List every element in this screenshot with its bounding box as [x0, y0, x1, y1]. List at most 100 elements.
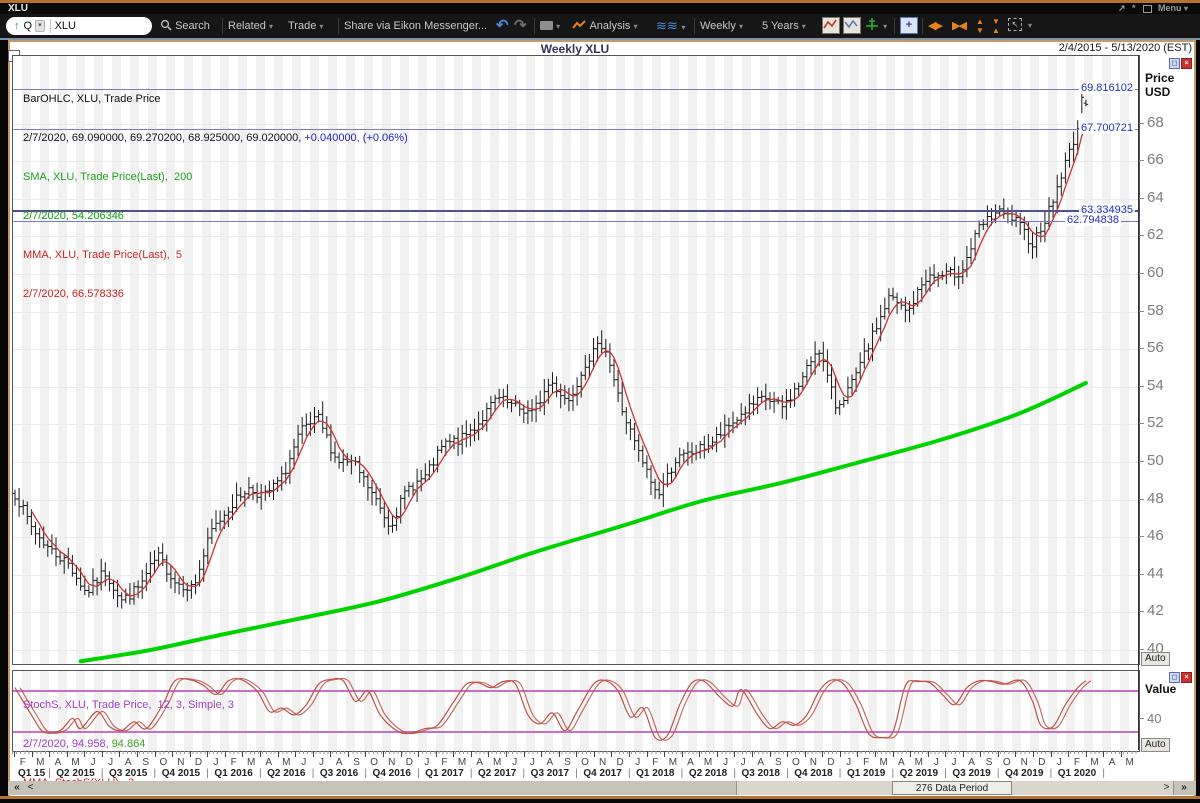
open-folder-button[interactable]: ▾	[540, 14, 560, 38]
month-label: O	[581, 757, 589, 768]
scroll-next-button[interactable]: >	[1163, 782, 1170, 793]
chart-scrollbar[interactable]: « < 276 Data Period > »	[8, 781, 1196, 795]
month-label: A	[124, 757, 132, 768]
analysis-dropdown[interactable]: Analysis ▾	[572, 14, 638, 38]
scroll-prev-button[interactable]: <	[27, 782, 34, 793]
quarter-label: Q2 2015	[56, 768, 95, 779]
compress-vertical-button[interactable]: ▼ ▲	[992, 17, 1000, 35]
price-axis-title: Price	[1145, 71, 1175, 85]
month-label: J	[108, 757, 114, 768]
chart-style-button[interactable]	[822, 17, 840, 34]
month-label: N	[1020, 757, 1028, 768]
share-eikon-messenger-button[interactable]: Share via Eikon Messenger...	[344, 20, 488, 32]
symbol-search-pill[interactable]: ↑ Q ▾	[6, 17, 152, 35]
axis-settings-dropdown[interactable]: ▾	[865, 14, 887, 38]
month-label: J	[846, 757, 852, 768]
month-label: F	[652, 757, 659, 768]
month-label: M	[71, 757, 80, 768]
stochastic-plot[interactable]	[13, 671, 1139, 751]
scroll-last-button[interactable]: »	[1181, 782, 1187, 793]
quarter-label: Q2 2017	[477, 768, 517, 779]
trade-dropdown[interactable]: Trade ▾	[288, 20, 324, 32]
month-label: S	[564, 757, 571, 768]
month-label: J	[1056, 757, 1062, 768]
price-tick: 62	[1147, 226, 1164, 244]
month-label: M	[703, 757, 713, 768]
quote-type-label[interactable]: Q	[23, 20, 33, 32]
price-tick: 42	[1147, 602, 1164, 620]
window-icon[interactable]	[1143, 5, 1152, 13]
month-label: D	[1038, 757, 1046, 768]
selection-tool-button[interactable]: ↖	[1008, 18, 1022, 31]
pin-icon[interactable]: *	[1132, 3, 1136, 13]
expand-horizontal-button[interactable]: ◀▶	[928, 20, 943, 32]
value-axis-auto-button[interactable]: Auto	[1141, 738, 1170, 752]
menu-dropdown[interactable]: Menu ▾	[1158, 3, 1189, 13]
redo-icon[interactable]: ↷	[514, 17, 527, 34]
price-axis-currency: USD	[1145, 85, 1171, 99]
month-label: A	[687, 757, 694, 768]
related-dropdown[interactable]: Related ▾	[228, 20, 273, 32]
legend-stoch-k: 2/7/2020, 94.958,	[23, 738, 112, 750]
add-window-button[interactable]: +	[900, 17, 918, 34]
undo-icon[interactable]: ↶	[496, 17, 509, 34]
close-panel-icon[interactable]: ×	[1181, 58, 1192, 69]
search-button[interactable]: Search	[160, 14, 210, 38]
sma200-line	[78, 381, 1088, 664]
month-label: N	[809, 757, 818, 768]
month-label: M	[282, 757, 291, 768]
quarter-label: Q3 2019	[952, 768, 991, 779]
title-bar: XLU ↗ * Menu ▾	[0, 3, 1200, 14]
compress-horizontal-button[interactable]: ▶◀	[952, 20, 967, 32]
quarter-label: Q4 2019	[1005, 768, 1044, 779]
value-axis[interactable]: ◻ × Value 89.524 40 Auto	[1139, 670, 1200, 755]
level-label: 63.334935	[1079, 204, 1135, 217]
month-label: A	[1108, 757, 1116, 768]
month-label: S	[985, 757, 993, 768]
month-label: J	[723, 757, 729, 768]
symbol-input[interactable]	[52, 19, 135, 33]
close-panel-icon[interactable]: ×	[1181, 672, 1192, 683]
popout-icon[interactable]: ↗	[1118, 3, 1126, 13]
chart-date-range: 2/4/2015 - 5/13/2020 (EST)	[1058, 42, 1192, 54]
month-label: M	[668, 757, 678, 768]
scroll-first-button[interactable]: «	[14, 782, 20, 793]
value-tick: 40	[1147, 711, 1162, 726]
month-label: J	[213, 757, 219, 768]
price-tick: 64	[1147, 188, 1164, 206]
expand-vertical-button[interactable]: ▲ ▼	[976, 17, 984, 35]
price-axis-auto-button[interactable]: Auto	[1141, 652, 1170, 666]
waves-icon[interactable]: ≋≋ ▾	[656, 18, 686, 33]
quarter-label: Q4 2016	[372, 768, 411, 779]
window-bottom-border	[0, 796, 1200, 799]
interval-dropdown[interactable]: Weekly ▾	[700, 20, 743, 32]
month-label: A	[546, 757, 554, 768]
chart-compare-button[interactable]	[843, 17, 861, 34]
month-label: D	[194, 757, 203, 768]
month-label: D	[405, 757, 413, 768]
restore-panel-icon[interactable]: ◻	[1169, 58, 1180, 69]
month-label: S	[142, 757, 150, 768]
month-label: N	[598, 757, 607, 768]
price-tick: 52	[1147, 414, 1164, 432]
price-panel[interactable]: 69.816102 67.700721 63.334935 62.794838 Bar…	[12, 55, 1140, 665]
toolbar-overflow-chevron[interactable]: ▾	[1028, 21, 1033, 30]
value-axis-title: Value	[1145, 682, 1177, 696]
month-label: F	[230, 757, 237, 768]
quarter-label: Q4 2017	[583, 768, 622, 779]
month-label: J	[951, 757, 957, 768]
folder-icon	[540, 21, 553, 30]
price-axis[interactable]: ◻ × Price USD 68 66 64 62 60 58 56 54 52 50 48 46 44…	[1139, 55, 1200, 667]
axis-cross-icon	[866, 18, 878, 30]
price-plot[interactable]	[12, 56, 1139, 664]
price-legend: BarOHLC, XLU, Trade Price 2/7/2020, 69.0…	[23, 67, 408, 327]
up-arrow-icon[interactable]: ↑	[14, 20, 20, 32]
stochastic-panel[interactable]: StochS, XLU, Trade Price, 12, 3, Simple,…	[12, 670, 1140, 789]
legend-stoch-d: 94.864	[111, 738, 146, 750]
month-label: J	[635, 757, 641, 768]
month-label: M	[879, 757, 888, 768]
quote-dropdown-icon[interactable]: ▾	[35, 20, 45, 32]
chart-title: Weekly XLU	[540, 42, 610, 56]
restore-panel-icon[interactable]: ◻	[1169, 672, 1180, 683]
range-dropdown[interactable]: 5 Years ▾	[762, 20, 806, 32]
